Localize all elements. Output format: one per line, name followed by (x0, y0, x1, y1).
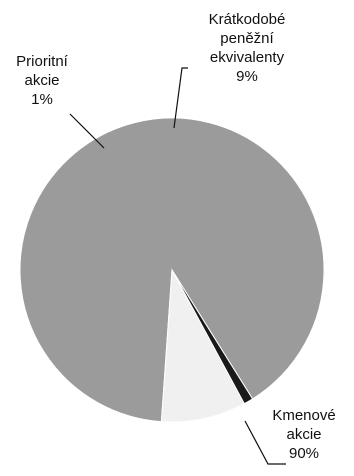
leader-line (173, 67, 188, 129)
pie-slices (19, 117, 325, 423)
slice-labels: Kmenové akcie 90% Prioritní akcie 1% Krátkodob… (16, 11, 336, 462)
slice-name-label: peněžní (220, 30, 274, 47)
slice-percent-label: 1% (31, 91, 53, 108)
slice-percent-label: 9% (236, 68, 258, 85)
slice-name-label: Krátkodobé (209, 11, 286, 28)
leader-line (69, 113, 105, 149)
slice-name-label: Kmenové (272, 407, 335, 424)
slice-name-label: akcie (286, 426, 321, 443)
slice-name-label: akcie (24, 72, 59, 89)
leader-lines (69, 67, 286, 465)
leader-line (244, 420, 286, 465)
slice-percent-label: 90% (289, 445, 319, 462)
pie-slice (160, 268, 245, 423)
slice-name-label: ekvivalenty (210, 49, 285, 66)
slice-name-label: Prioritní (16, 53, 69, 70)
